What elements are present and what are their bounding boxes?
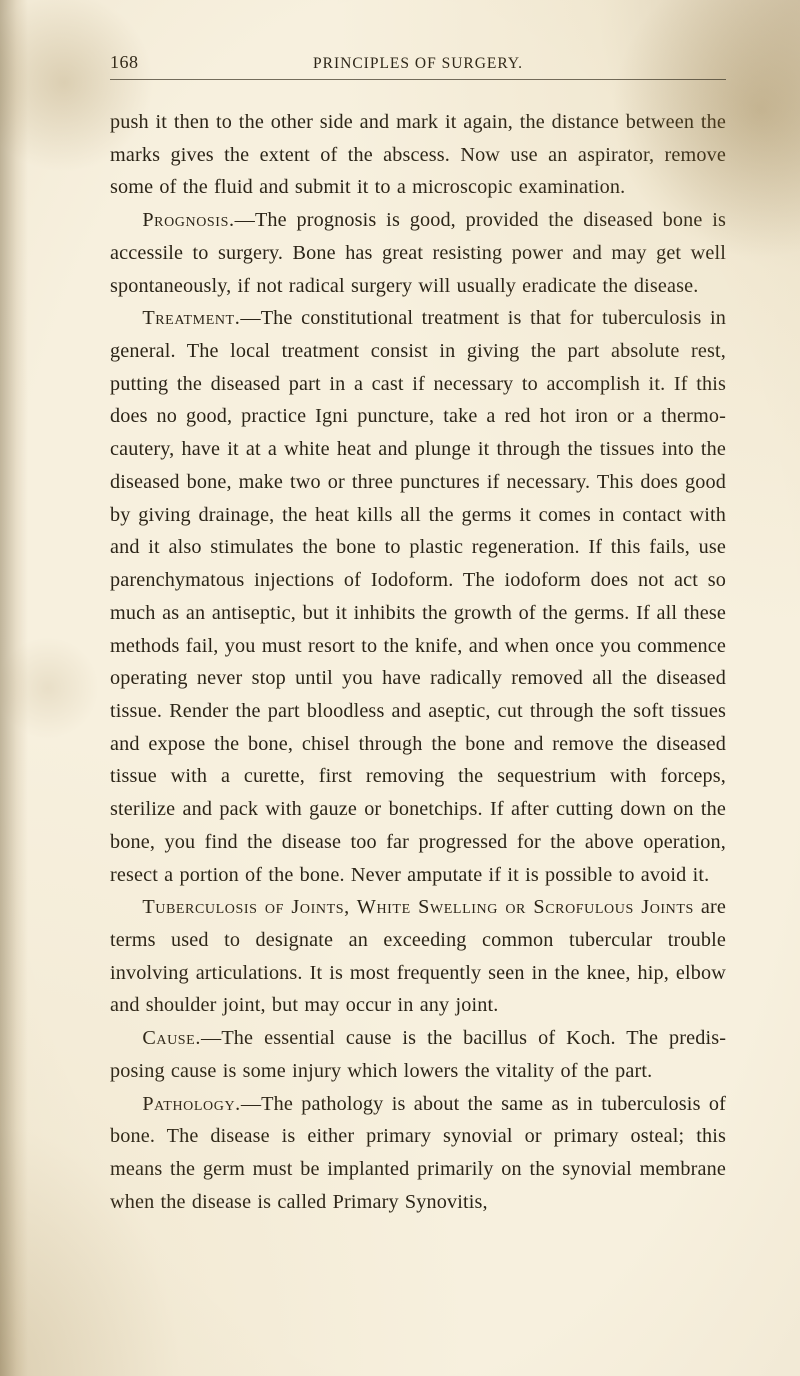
paragraph: push it then to the other side and mark … [110, 106, 726, 204]
section-text: —The constitutional treatment is that fo… [110, 307, 726, 885]
section-lead: Treatment. [142, 307, 240, 329]
section-lead: Pathology. [142, 1093, 241, 1115]
paragraph: Tuberculosis of Joints, White Swelling o… [110, 891, 726, 1022]
paragraph: Pathology.—The pathology is about the sa… [110, 1088, 726, 1219]
section-text: —The essential cause is the bacillus of … [110, 1027, 726, 1082]
header-rule [110, 79, 726, 80]
running-header: 168 PRINCIPLES OF SURGERY. 168 [110, 52, 726, 73]
section-lead: Cause. [142, 1027, 201, 1049]
page-number: 168 [110, 52, 139, 73]
section-lead: Prognosis. [142, 209, 234, 231]
paragraph: Cause.—The essential cause is the bacill… [110, 1022, 726, 1087]
book-page: 168 PRINCIPLES OF SURGERY. 168 push it t… [0, 0, 800, 1376]
running-title: PRINCIPLES OF SURGERY. [313, 55, 523, 73]
paragraph: Treatment.—The constitutional treatment … [110, 302, 726, 891]
section-lead: Tuberculosis of Joints, White Swelling o… [142, 896, 694, 918]
body-text: push it then to the other side and mark … [110, 106, 726, 1218]
paragraph: Prognosis.—The prognosis is good, provid… [110, 204, 726, 302]
